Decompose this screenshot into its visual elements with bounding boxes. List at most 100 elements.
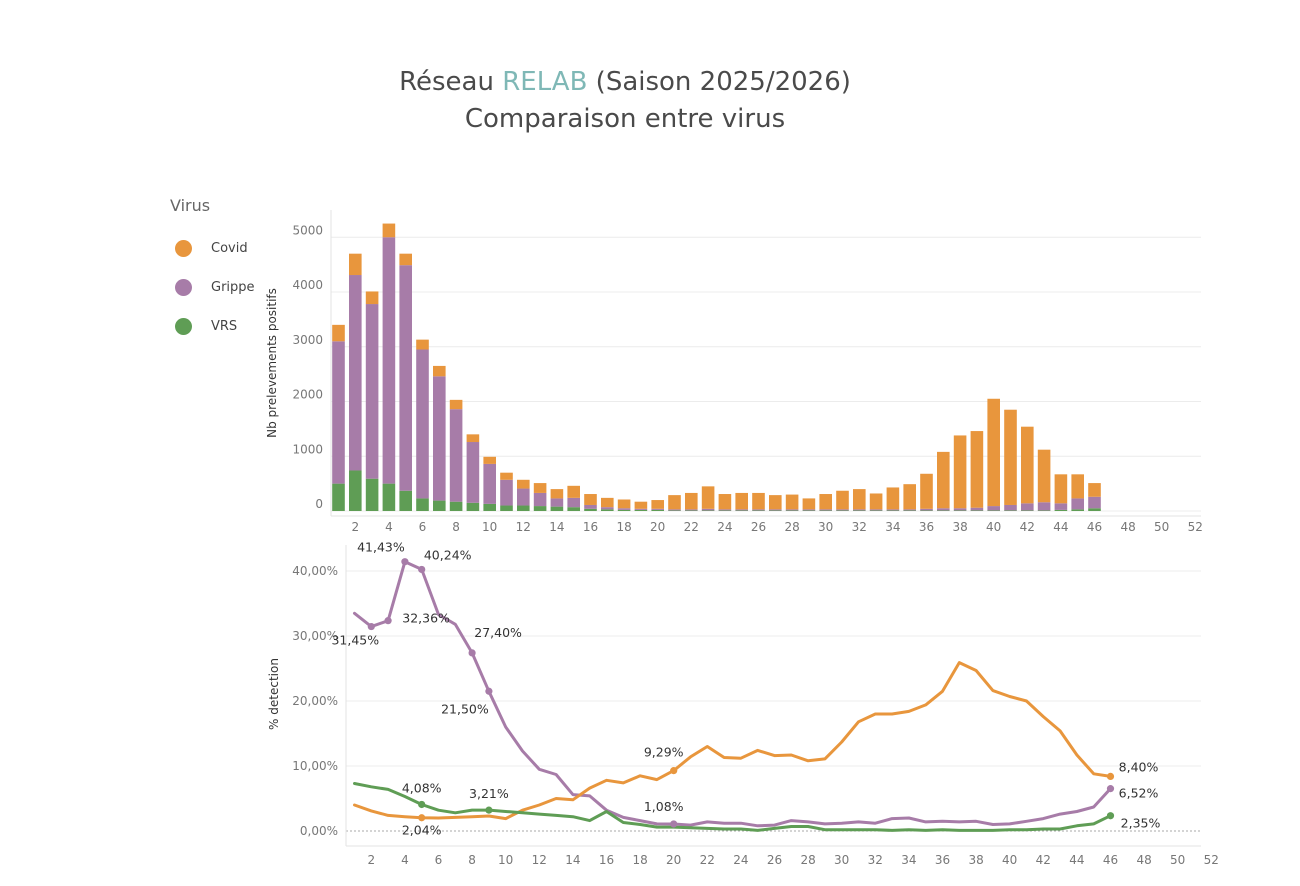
data-label-covid-week-20: 9,29% [644, 745, 684, 760]
bar-covid-week-4 [382, 223, 396, 238]
bar-x-tick-label: 38 [952, 520, 967, 534]
bar-vrs-week-12 [517, 505, 530, 511]
line-y-tick-label: 10,00% [292, 759, 338, 773]
bar-grippe-week-10 [483, 463, 496, 504]
marker-grippe-week-2 [367, 622, 375, 631]
marker-covid-week-5 [418, 814, 426, 822]
bar-vrs-week-41 [1004, 510, 1017, 511]
bar-x-tick-label: 20 [650, 520, 665, 534]
legend-item-covid[interactable]: Covid [170, 229, 255, 268]
bar-vrs-week-28 [785, 510, 799, 511]
legend-item-vrs[interactable]: VRS [170, 307, 255, 346]
data-label-grippe-week-8: 27,40% [474, 625, 522, 640]
bar-covid-week-6 [416, 339, 429, 350]
bar-covid-week-32 [853, 489, 866, 510]
bar-vrs-week-9 [466, 502, 480, 511]
bar-grippe-week-38 [953, 508, 967, 511]
marker-grippe-week-9 [485, 687, 493, 695]
bar-y-axis-title: Nb prelevements positifs [265, 288, 279, 438]
bar-vrs-week-18 [617, 509, 631, 511]
data-label-grippe-week-20: 1,08% [644, 799, 684, 814]
bar-grippe-week-12 [517, 488, 530, 506]
bar-covid-week-33 [869, 493, 883, 510]
bar-grippe-week-8 [449, 409, 463, 502]
bar-vrs-week-15 [567, 507, 580, 511]
data-label-grippe-week-2: 31,45% [331, 633, 379, 648]
bar-x-tick-label: 16 [583, 520, 598, 534]
line-x-tick-label: 32 [868, 853, 883, 867]
bar-x-tick-label: 42 [1020, 520, 1035, 534]
data-label-vrs-week-5: 4,08% [402, 780, 442, 795]
legend-swatch-covid [175, 240, 192, 257]
bar-x-tick-label: 28 [784, 520, 799, 534]
bar-covid-week-16 [584, 494, 597, 505]
bar-vrs-week-44 [1054, 509, 1068, 511]
bar-grippe-week-23 [701, 508, 715, 511]
bar-vrs-week-37 [937, 510, 950, 511]
bar-grippe-week-20 [651, 508, 664, 510]
line-x-tick-label: 16 [599, 853, 614, 867]
bar-vrs-week-20 [651, 509, 664, 511]
data-label-vrs-week-46: 2,35% [1121, 816, 1161, 831]
line-series-covid [353, 661, 1112, 821]
bar-vrs-week-5 [399, 490, 412, 511]
legend-item-grippe[interactable]: Grippe [170, 268, 255, 307]
bar-covid-week-10 [483, 456, 496, 464]
line-x-tick-label: 40 [1002, 853, 1017, 867]
bar-vrs-week-6 [416, 498, 429, 511]
legend-label-vrs: VRS [211, 319, 238, 334]
bar-y-tick-label: 4000 [292, 278, 323, 292]
bar-covid-week-1 [332, 324, 345, 342]
bar-grippe-week-1 [332, 341, 345, 484]
bar-x-tick-label: 46 [1087, 520, 1102, 534]
line-x-tick-label: 26 [767, 853, 782, 867]
bar-vrs-week-1 [332, 483, 345, 511]
bar-covid-week-43 [1037, 449, 1051, 503]
bar-x-tick-label: 2 [351, 520, 359, 534]
bar-covid-week-9 [466, 434, 480, 443]
line-x-tick-label: 30 [834, 853, 849, 867]
bar-covid-week-44 [1054, 474, 1068, 504]
bar-covid-week-41 [1004, 409, 1017, 505]
bar-x-tick-label: 48 [1120, 520, 1135, 534]
data-label-grippe-week-5: 40,24% [424, 547, 472, 562]
data-label-covid-week-5: 2,04% [402, 823, 442, 838]
bar-y-tick-label: 5000 [292, 223, 323, 237]
bar-covid-week-46 [1088, 483, 1101, 497]
bar-x-tick-label: 18 [616, 520, 631, 534]
bar-y-tick-label: 3000 [292, 333, 323, 347]
marker-vrs-week-5 [418, 800, 426, 809]
bar-covid-week-38 [953, 435, 967, 509]
bar-grippe-week-18 [617, 508, 631, 510]
line-chart: 0,00%10,00%20,00%30,00%40,00%2 4 6 8 10 12 14 1… [267, 540, 1219, 867]
bar-covid-week-34 [886, 487, 900, 510]
bar-covid-week-15 [567, 485, 580, 498]
bar-vrs-week-40 [987, 510, 1000, 511]
title-prefix: Réseau [399, 67, 494, 97]
legend-swatch-grippe [175, 279, 192, 296]
bar-covid-week-14 [550, 489, 564, 499]
bar-covid-week-27 [769, 495, 782, 510]
bar-covid-week-31 [836, 490, 849, 510]
line-x-tick-label: 36 [935, 853, 950, 867]
line-x-tick-label: 42 [1036, 853, 1051, 867]
bar-covid-week-22 [685, 492, 698, 510]
bar-grippe-week-33 [869, 509, 883, 511]
bar-grippe-week-28 [785, 509, 799, 511]
bar-y-tick-label: 1000 [292, 442, 323, 456]
line-x-tick-label: 10 [498, 853, 513, 867]
bar-vrs-week-8 [449, 501, 463, 511]
marker-vrs-week-9 [485, 806, 493, 814]
line-x-tick-label: 22 [700, 853, 715, 867]
bar-covid-week-20 [651, 500, 664, 509]
bar-grippe-week-13 [533, 492, 547, 507]
line-x-tick-label: 52 [1204, 853, 1219, 867]
line-x-tick-label: 28 [800, 853, 815, 867]
title-suffix: (Saison 2025/2026) [595, 67, 851, 97]
bar-vrs-week-14 [550, 506, 564, 511]
bar-vrs-week-17 [601, 509, 614, 511]
legend-swatch-vrs [175, 318, 192, 335]
bar-grippe-week-42 [1021, 503, 1034, 511]
